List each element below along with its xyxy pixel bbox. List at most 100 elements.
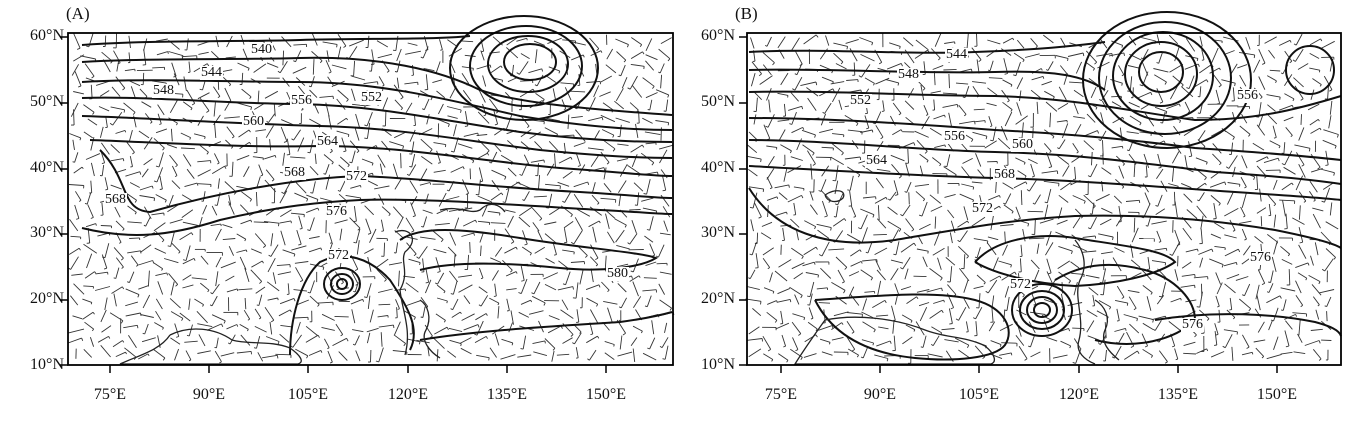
wind-barb <box>1181 273 1195 277</box>
wind-barb-flag <box>1224 181 1227 186</box>
wind-barb <box>155 298 163 310</box>
wind-barb-flag <box>982 356 986 360</box>
wind-barb <box>265 125 274 138</box>
wind-barb <box>1000 224 1014 227</box>
wind-barb-flag <box>856 354 859 358</box>
wind-barb <box>353 206 357 222</box>
wind-barb <box>1170 85 1178 100</box>
wind-barb <box>803 353 817 358</box>
wind-barb-flag <box>582 54 585 58</box>
wind-barb-flag <box>641 330 643 334</box>
wind-barb <box>1111 145 1123 149</box>
wind-barb-flag <box>322 266 325 271</box>
wind-barb <box>607 307 613 323</box>
wind-barb <box>435 313 446 321</box>
wind-barb <box>627 165 641 175</box>
wind-barb <box>534 49 538 64</box>
wind-barb <box>780 310 784 324</box>
wind-barb <box>793 272 804 280</box>
wind-barb <box>821 351 833 356</box>
wind-barb-flag <box>558 70 561 74</box>
wind-barb <box>1215 295 1220 307</box>
wind-barb-flag <box>162 357 166 361</box>
wind-barb <box>217 178 220 189</box>
wind-barb-flag <box>249 96 252 99</box>
wind-barb <box>1212 153 1222 164</box>
wind-barb <box>504 228 515 242</box>
wind-barb <box>919 153 929 161</box>
wind-barb-flag <box>1099 99 1102 102</box>
wind-barb-flag <box>1289 60 1293 64</box>
wind-barb <box>228 246 235 256</box>
wind-barb <box>658 48 671 60</box>
wind-barb-flag <box>1248 134 1251 137</box>
wind-barb <box>830 156 844 165</box>
wind-barb-flag <box>1232 317 1236 320</box>
wind-barb-flag <box>497 302 500 306</box>
wind-barb-flag <box>999 275 1002 279</box>
wind-barb <box>544 283 557 291</box>
wind-barb-flag <box>1013 74 1017 77</box>
wind-barb <box>405 102 413 113</box>
wind-barb <box>157 104 165 116</box>
wind-barb <box>642 352 657 361</box>
wind-barb <box>1043 34 1054 44</box>
wind-barb <box>101 254 108 269</box>
wind-barb-flag <box>1197 248 1199 252</box>
wind-barb <box>393 334 406 344</box>
wind-barb-flag <box>760 301 762 305</box>
wind-barb <box>1240 206 1246 217</box>
wind-barb <box>971 216 986 227</box>
wind-barb <box>309 280 315 294</box>
wind-barb-flag <box>209 304 213 307</box>
wind-barb <box>197 183 212 185</box>
wind-barb-flag <box>1196 306 1200 308</box>
axis-ticks <box>739 36 1278 373</box>
wind-barb-flag <box>174 175 178 177</box>
wind-barb <box>637 192 640 206</box>
wind-barb-flag <box>258 317 262 320</box>
wind-barb <box>600 75 613 83</box>
wind-barb <box>123 102 136 113</box>
wind-barb <box>782 227 785 241</box>
wind-barb <box>908 192 910 205</box>
wind-barb-flag <box>630 270 634 273</box>
wind-barb <box>987 236 999 241</box>
wind-barb <box>781 334 787 347</box>
contour-label: 568 <box>283 165 306 180</box>
wind-barb <box>1209 67 1220 74</box>
wind-barb <box>586 297 598 305</box>
wind-barb <box>1231 346 1234 361</box>
wind-barb <box>202 205 208 215</box>
wind-barb <box>339 228 343 241</box>
wind-barb-flag <box>92 112 95 115</box>
wind-barb <box>520 299 531 305</box>
wind-barb <box>461 40 474 43</box>
wind-barb <box>1226 191 1234 205</box>
wind-barb-flag <box>485 313 488 316</box>
wind-barb <box>366 332 371 344</box>
wind-barb <box>592 226 597 243</box>
wind-barb <box>554 153 556 168</box>
wind-barb <box>874 247 888 255</box>
coastline <box>439 203 506 213</box>
wind-barb <box>97 336 109 343</box>
wind-barb <box>405 50 421 55</box>
wind-barb <box>144 113 153 123</box>
wind-barb-flag <box>411 230 415 233</box>
wind-barb-flag <box>520 348 524 350</box>
wind-barb <box>1293 77 1304 88</box>
wind-barb <box>532 222 540 232</box>
wind-barb <box>1285 320 1293 330</box>
wind-barb <box>99 90 110 97</box>
wind-barb <box>1312 78 1322 85</box>
wind-barb <box>819 128 834 134</box>
wind-barb-flag <box>815 34 819 38</box>
wind-barb <box>875 77 890 85</box>
wind-barb <box>655 120 669 124</box>
wind-barb-flag <box>384 279 387 282</box>
wind-barb <box>828 248 845 251</box>
wind-barb <box>349 39 364 47</box>
wind-barb <box>889 191 897 201</box>
wind-barb <box>406 300 421 306</box>
